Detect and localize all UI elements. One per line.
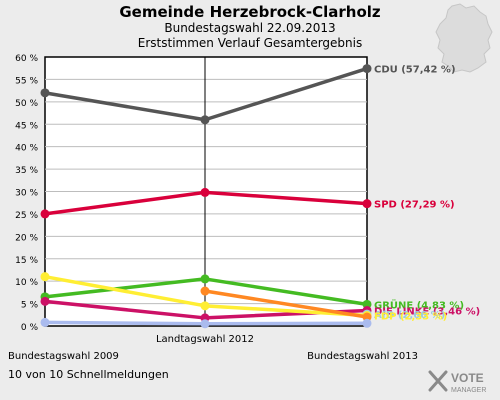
- data-point-spd: [40, 209, 50, 219]
- series-line-spd: [203, 190, 369, 206]
- series-line-piraten: [203, 289, 369, 319]
- data-point-piraten: [200, 286, 210, 296]
- y-tick-label: 35 %: [15, 166, 38, 176]
- x-tick-label: Bundestagswahl 2013: [307, 351, 418, 362]
- data-point-spd: [362, 199, 372, 209]
- end-label-fdp: FDP (2,33 %): [374, 312, 447, 323]
- footer-text: 10 von 10 Schnellmeldungen: [8, 368, 169, 381]
- series-line-fdp: [43, 274, 207, 308]
- end-label-cdu: CDU (57,42 %): [374, 65, 456, 76]
- series-line-gr-ne: [203, 277, 369, 307]
- y-tick-label: 60 %: [15, 54, 38, 64]
- germany-map-icon: [435, 3, 493, 73]
- chart-title: Gemeinde Herzebrock-Clarholz: [119, 3, 381, 21]
- y-tick-label: 55 %: [15, 76, 38, 86]
- data-point-die-linke: [40, 296, 50, 306]
- end-label-gr-ne: GRÜNE (4,83 %): [374, 297, 464, 311]
- end-label-die-linke: DIE LINKE (3,46 %): [374, 306, 480, 317]
- data-point-gr-ne: [200, 274, 210, 284]
- series-line-cdu: [203, 66, 369, 122]
- series-line-die-linke: [43, 299, 207, 320]
- logo-vote: VOTE: [451, 371, 484, 385]
- y-tick-label: 45 %: [15, 121, 38, 131]
- y-tick-label: 25 %: [15, 211, 38, 221]
- data-point-cdu: [362, 64, 372, 74]
- data-point-spd: [200, 187, 210, 197]
- end-label-spd: SPD (27,29 %): [374, 200, 455, 211]
- data-point-piraten: [362, 312, 372, 322]
- data-point-sonstige: [200, 319, 210, 329]
- series-line-cdu: [43, 91, 207, 122]
- y-tick-label: 15 %: [15, 256, 38, 266]
- data-point-cdu: [200, 115, 210, 125]
- x-tick-label: Landtagswahl 2012: [156, 334, 254, 345]
- data-point-fdp: [200, 301, 210, 311]
- y-tick-label: 20 %: [15, 233, 38, 243]
- data-point-sonstige: [362, 318, 372, 328]
- chart-subtitle: Bundestagswahl 22.09.2013: [164, 21, 336, 35]
- data-point-sonstige: [40, 317, 50, 327]
- series-line-sonstige: [43, 320, 207, 326]
- y-tick-label: 50 %: [15, 99, 38, 109]
- series-line-spd: [43, 190, 207, 216]
- x-tick-label: Bundestagswahl 2009: [8, 351, 119, 362]
- y-tick-label: 5 %: [21, 301, 39, 311]
- chart-subtitle-2: Erststimmen Verlauf Gesamtergebnis: [137, 36, 363, 50]
- y-tick-label: 40 %: [15, 144, 38, 154]
- series-line-gr-ne: [43, 277, 207, 299]
- y-tick-label: 30 %: [15, 189, 38, 199]
- logo-manager: MANAGER: [451, 387, 486, 394]
- vote-manager-logo: VOTE MANAGER: [428, 370, 486, 394]
- data-point-cdu: [40, 88, 50, 98]
- end-label-afd: AfD (2,66 %): [374, 310, 445, 321]
- data-point-fdp: [40, 272, 50, 282]
- y-tick-label: 0 %: [21, 323, 39, 333]
- y-tick-label: 10 %: [15, 278, 38, 288]
